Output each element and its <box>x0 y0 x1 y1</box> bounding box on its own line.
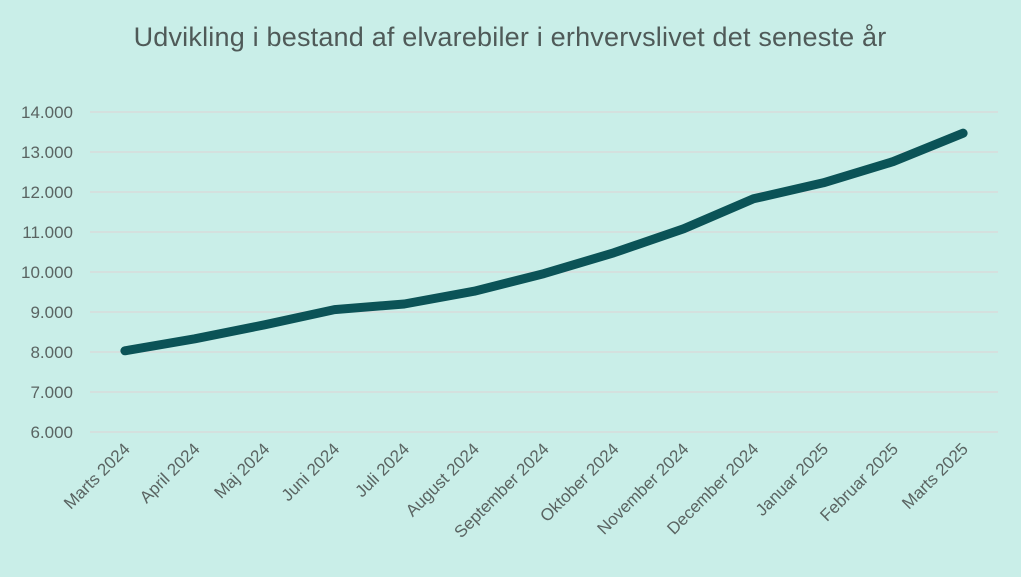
y-tick-label: 12.000 <box>21 183 73 202</box>
x-tick-label: Marts 2025 <box>898 439 972 513</box>
x-tick-label: Marts 2024 <box>60 439 134 513</box>
x-tick-label: Maj 2024 <box>211 439 274 502</box>
x-tick-label: April 2024 <box>136 439 204 507</box>
x-axis-ticks: Marts 2024 April 2024 Maj 2024 Juni 2024 Jul… <box>60 439 972 541</box>
x-tick-label: Juni 2024 <box>278 439 344 505</box>
y-tick-label: 7.000 <box>30 383 73 402</box>
y-tick-label: 11.000 <box>22 223 73 242</box>
x-tick-label: Juli 2024 <box>352 439 414 501</box>
series-layer <box>120 128 968 356</box>
chart-title: Udvikling i bestand af elvarebiler i erh… <box>133 22 887 52</box>
y-tick-label: 10.000 <box>21 263 73 282</box>
gridlines <box>90 111 998 433</box>
y-axis-ticks: 6.000 7.000 8.000 9.000 10.000 11.000 12.000 13… <box>21 103 73 442</box>
series-line <box>120 128 968 356</box>
y-tick-label: 8.000 <box>30 343 73 362</box>
y-tick-label: 14.000 <box>21 103 73 122</box>
y-tick-label: 9.000 <box>30 303 73 322</box>
y-tick-label: 13.000 <box>21 143 73 162</box>
y-tick-label: 6.000 <box>30 423 73 442</box>
